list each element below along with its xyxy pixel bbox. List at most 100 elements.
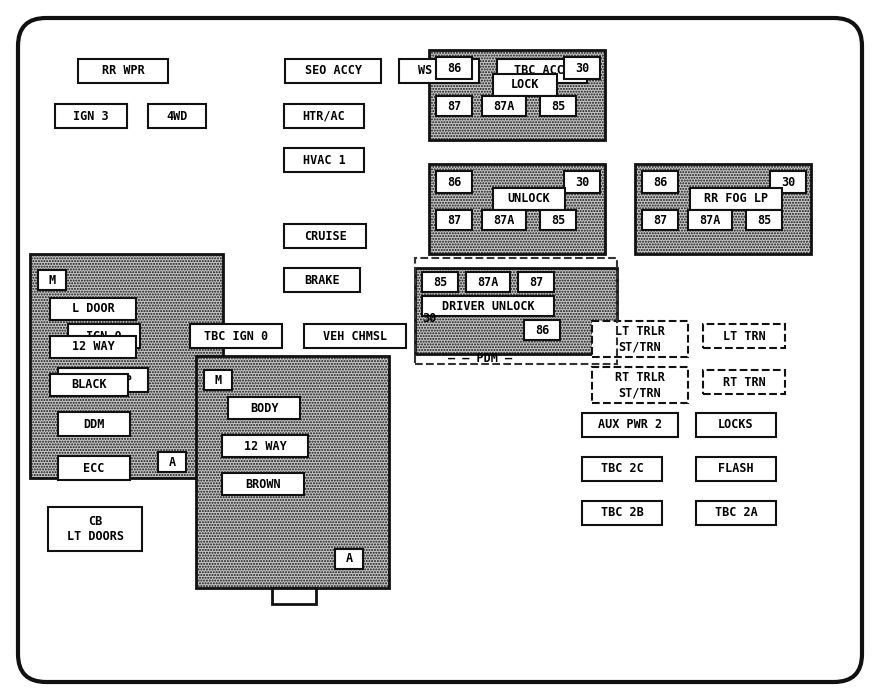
Bar <box>422 296 554 316</box>
Text: 4WD: 4WD <box>166 109 187 122</box>
Text: SEO ACCY: SEO ACCY <box>304 64 362 78</box>
Text: RR WPR: RR WPR <box>101 64 144 78</box>
Text: HTR/AC: HTR/AC <box>303 109 345 122</box>
Bar <box>284 268 360 292</box>
Bar <box>68 324 140 348</box>
Bar <box>493 188 565 210</box>
Text: 87A: 87A <box>494 214 515 227</box>
Bar <box>58 456 130 480</box>
Bar <box>690 188 782 210</box>
Text: 86: 86 <box>447 176 461 188</box>
Text: 87: 87 <box>653 214 667 227</box>
Text: BROWN: BROWN <box>246 477 281 491</box>
Bar <box>228 397 300 419</box>
Text: VEH STOP: VEH STOP <box>75 374 131 386</box>
Text: AUX PWR 2: AUX PWR 2 <box>598 419 662 431</box>
Text: 12 WAY: 12 WAY <box>71 340 114 354</box>
Bar <box>422 272 458 292</box>
Bar <box>592 367 688 403</box>
Text: 85: 85 <box>757 214 771 227</box>
Text: UNLOCK: UNLOCK <box>508 193 550 206</box>
Bar <box>335 549 363 569</box>
Text: M: M <box>48 274 55 286</box>
Text: 86: 86 <box>447 62 461 74</box>
Text: TBC IGN 0: TBC IGN 0 <box>204 330 268 342</box>
Text: LOCKS: LOCKS <box>718 419 754 431</box>
Text: LT TRLR
ST/TRN: LT TRLR ST/TRN <box>615 325 665 353</box>
Text: CB
LT DOORS: CB LT DOORS <box>67 515 123 543</box>
Bar <box>703 324 785 348</box>
FancyBboxPatch shape <box>18 18 862 682</box>
Text: WS WPR: WS WPR <box>418 64 460 78</box>
Bar <box>284 104 364 128</box>
Bar <box>38 270 66 290</box>
Bar <box>582 457 662 481</box>
Bar <box>158 452 186 472</box>
Text: DDM: DDM <box>84 417 105 430</box>
Text: 86: 86 <box>653 176 667 188</box>
Text: L DOOR: L DOOR <box>71 302 114 316</box>
Bar <box>436 96 472 116</box>
Bar <box>55 104 127 128</box>
Bar <box>582 501 662 525</box>
Bar <box>540 210 576 230</box>
Text: 87A: 87A <box>700 214 721 227</box>
Text: TBC 2A: TBC 2A <box>715 507 758 519</box>
Text: 87A: 87A <box>477 276 499 288</box>
Text: 87A: 87A <box>494 99 515 113</box>
Text: BRAKE: BRAKE <box>304 274 340 286</box>
Text: 12 WAY: 12 WAY <box>244 440 286 452</box>
Bar <box>436 57 472 79</box>
Text: A: A <box>346 552 353 566</box>
Text: BLACK: BLACK <box>71 379 106 391</box>
Bar <box>582 413 678 437</box>
Text: TBC 2B: TBC 2B <box>601 507 643 519</box>
Text: LT TRN: LT TRN <box>722 330 766 342</box>
Bar <box>436 210 472 230</box>
Bar <box>399 59 479 83</box>
Bar <box>272 588 316 604</box>
Text: M: M <box>215 374 222 386</box>
Text: TBC ACCY: TBC ACCY <box>514 64 570 78</box>
Text: BODY: BODY <box>250 402 278 414</box>
Bar <box>564 57 600 79</box>
Bar <box>429 50 605 140</box>
Bar <box>50 336 136 358</box>
Text: RT TRN: RT TRN <box>722 375 766 389</box>
Bar <box>222 473 304 495</box>
Text: FLASH: FLASH <box>718 463 754 475</box>
Bar <box>204 370 232 390</box>
Bar <box>50 298 136 320</box>
Text: HVAC 1: HVAC 1 <box>303 153 345 167</box>
Bar <box>78 59 168 83</box>
Text: VEH CHMSL: VEH CHMSL <box>323 330 387 342</box>
Bar <box>482 96 526 116</box>
Bar <box>770 171 806 193</box>
Bar <box>222 435 308 457</box>
Bar <box>564 171 600 193</box>
Bar <box>540 96 576 116</box>
Bar <box>304 324 406 348</box>
Bar <box>284 148 364 172</box>
Text: 85: 85 <box>433 276 447 288</box>
Text: 87: 87 <box>529 276 543 288</box>
Bar <box>696 413 776 437</box>
Bar <box>493 74 557 96</box>
Text: 87: 87 <box>447 214 461 227</box>
Bar <box>48 507 142 551</box>
Text: DRIVER UNLOCK: DRIVER UNLOCK <box>442 300 534 312</box>
Text: A: A <box>168 456 176 468</box>
Bar <box>148 104 206 128</box>
Text: IGN 0: IGN 0 <box>86 330 121 342</box>
Text: RR FOG LP: RR FOG LP <box>704 193 768 206</box>
Text: LOCK: LOCK <box>510 78 539 92</box>
Bar <box>524 320 560 340</box>
Text: RT TRLR
ST/TRN: RT TRLR ST/TRN <box>615 371 665 399</box>
Text: IGN 3: IGN 3 <box>73 109 109 122</box>
Text: TBC 2C: TBC 2C <box>601 463 643 475</box>
Bar <box>284 224 366 248</box>
Bar <box>190 324 282 348</box>
Text: 85: 85 <box>551 214 565 227</box>
Bar <box>50 374 128 396</box>
Bar <box>592 321 688 357</box>
